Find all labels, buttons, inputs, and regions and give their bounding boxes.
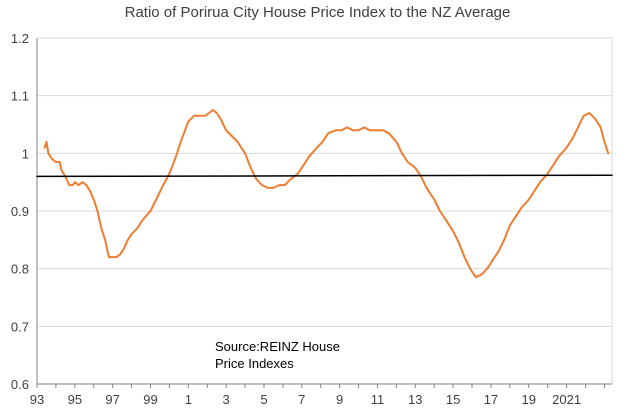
x-tick-label: 3 xyxy=(223,392,230,407)
x-tick-label: 9 xyxy=(336,392,343,407)
x-tick-label: 99 xyxy=(143,392,157,407)
y-tick-label: 0.8 xyxy=(11,262,29,277)
x-tick-label: 97 xyxy=(105,392,119,407)
grid-lines xyxy=(37,37,612,327)
chart-title: Ratio of Porirua City House Price Index … xyxy=(124,4,511,21)
x-tick-label: 19 xyxy=(522,392,536,407)
x-tick-label: 1 xyxy=(185,392,192,407)
series-line-ratio xyxy=(43,109,610,279)
y-tick-label: 0.6 xyxy=(11,377,29,392)
source-line-1: Source:REINZ House xyxy=(215,339,340,354)
x-tick-label: 15 xyxy=(446,392,460,407)
x-tick-label: 17 xyxy=(484,392,498,407)
x-tick-label: 7 xyxy=(298,392,305,407)
source-annotation: Source:REINZ House Price Indexes xyxy=(215,338,375,372)
x-tick-label: 93 xyxy=(30,392,44,407)
x-tick-label: 11 xyxy=(371,392,385,407)
x-tick-label: 13 xyxy=(408,392,422,407)
y-tick-label: 1 xyxy=(22,146,29,161)
tick-labels: 0.60.70.80.911.11.293 95 97 99 1 3 5 7 9 11 13 15 17… xyxy=(11,31,581,407)
y-tick-label: 1.2 xyxy=(11,31,29,46)
y-tick-label: 0.9 xyxy=(11,204,29,219)
x-tick-label: 5 xyxy=(260,392,267,407)
series-lines xyxy=(36,109,613,279)
y-tick-label: 0.7 xyxy=(11,319,29,334)
source-line-2: Price Indexes xyxy=(215,356,294,371)
x-tick-label: 2021 xyxy=(552,392,581,407)
x-tick-label: 95 xyxy=(68,392,82,407)
y-tick-label: 1.1 xyxy=(11,89,29,104)
series-line-average xyxy=(36,174,613,178)
axes xyxy=(36,37,613,388)
